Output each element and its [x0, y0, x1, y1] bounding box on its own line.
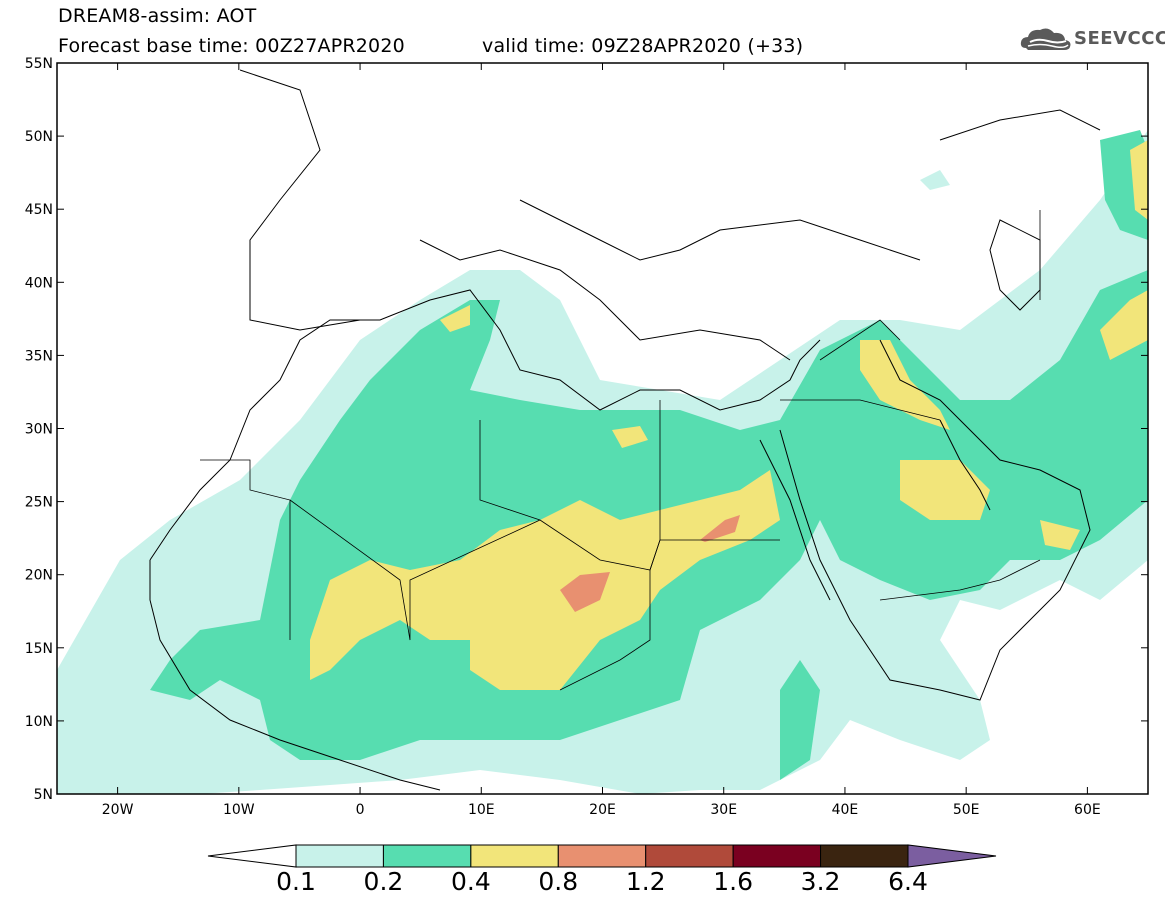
- lon-label: 60E: [1074, 802, 1101, 818]
- lon-label: 20E: [589, 802, 616, 818]
- aot-patch: [780, 660, 820, 780]
- aot-patch: [1040, 520, 1080, 550]
- lat-label: 55N: [25, 56, 53, 72]
- lat-label: 5N: [34, 787, 53, 803]
- map-title: DREAM8-assim: AOT: [58, 5, 257, 27]
- colorbar-label: 1.6: [713, 867, 754, 896]
- lon-label: 10W: [223, 802, 255, 818]
- colorbar-label: 0.4: [450, 867, 491, 896]
- forecast-base-time: Forecast base time: 00Z27APR2020: [58, 35, 405, 57]
- cloud-icon: [1020, 28, 1071, 50]
- lat-label: 30N: [25, 422, 53, 438]
- colorbar-label: 3.2: [800, 867, 841, 896]
- lon-label: 0: [356, 802, 365, 818]
- coastlines: [149, 69, 1101, 791]
- aot-patch: [900, 460, 990, 520]
- axis-ticks: [57, 62, 1148, 795]
- longitude-labels: 20W 10W 0 10E 20E 30E 40E 50E 60E: [102, 802, 1101, 818]
- lon-label: 20W: [102, 802, 134, 818]
- lat-label: 15N: [25, 641, 53, 657]
- valid-time-label: valid time: 09Z28APR2020 (+33): [482, 35, 804, 57]
- colorbar-label: 6.4: [888, 867, 928, 896]
- colorbar-label: 1.2: [625, 867, 666, 896]
- colorbar-label: 0.8: [538, 867, 579, 896]
- aot-contours: [57, 63, 1148, 794]
- seevccc-logo: SEEVCCC: [1018, 24, 1165, 56]
- logo-text: SEEVCCC: [1074, 28, 1165, 49]
- colorbar-label: 0.1: [276, 867, 316, 896]
- aot-band-0.8: [560, 572, 610, 612]
- lat-label: 20N: [25, 568, 53, 584]
- lon-label: 30E: [710, 802, 737, 818]
- lat-label: 40N: [25, 275, 53, 291]
- lon-label: 50E: [953, 802, 980, 818]
- lon-label: 40E: [832, 802, 859, 818]
- aot-patch: [860, 340, 950, 430]
- lat-label: 50N: [25, 129, 53, 145]
- aot-band-0.4: [310, 470, 780, 690]
- aot-patch: [1130, 140, 1148, 220]
- lat-label: 45N: [25, 202, 53, 218]
- aot-band-0.8b: [700, 515, 740, 542]
- lat-label: 10N: [25, 714, 53, 730]
- lat-label: 35N: [25, 348, 53, 364]
- latitude-labels: 55N 50N 45N 40N 35N 30N 25N 20N 15N 10N 5N: [25, 56, 53, 803]
- borders: [200, 210, 1041, 691]
- lat-label: 25N: [25, 495, 53, 511]
- lon-label: 10E: [468, 802, 495, 818]
- aot-patch: [612, 426, 648, 448]
- aot-patch: [1100, 290, 1148, 360]
- aot-patch: [920, 170, 950, 190]
- aot-patch: [440, 305, 470, 332]
- colorbar-label: 0.2: [363, 867, 404, 896]
